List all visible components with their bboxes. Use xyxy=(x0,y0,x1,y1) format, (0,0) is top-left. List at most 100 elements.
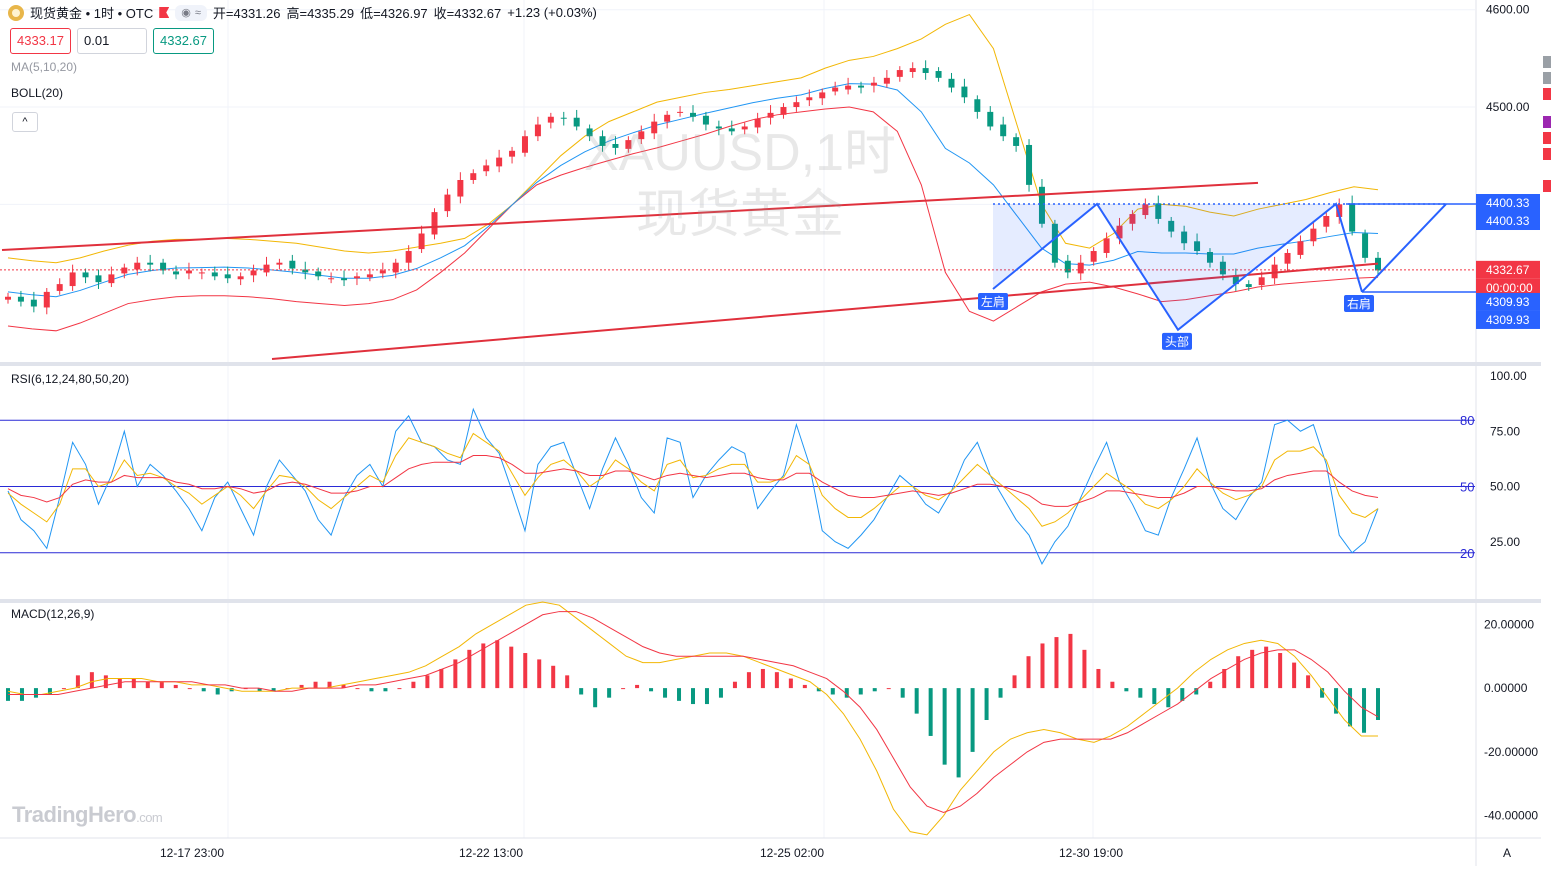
candle xyxy=(573,117,580,127)
macd-histogram-bar xyxy=(649,688,654,692)
sell-button[interactable]: 4333.17 xyxy=(10,28,71,54)
macd-histogram-bar xyxy=(1026,656,1031,689)
macd-histogram-bar xyxy=(439,668,444,689)
candle xyxy=(224,274,231,279)
trendline-upper xyxy=(1,181,1259,252)
macd-histogram-bar xyxy=(1208,681,1213,689)
price-tick-label: 4500.00 xyxy=(1486,100,1530,114)
ma-indicator-label[interactable]: MA(5,10,20) xyxy=(11,60,78,74)
candle xyxy=(1077,262,1084,274)
price-tag-neckline-b-bg xyxy=(1476,212,1540,231)
macd-histogram-bar xyxy=(453,659,458,689)
candle xyxy=(147,262,154,265)
ohlc-high: 高=4335.29 xyxy=(286,6,355,21)
toolbar-marker[interactable] xyxy=(1543,132,1551,144)
macd-histogram-bar xyxy=(327,681,332,689)
brand-logo: TradingHero.com xyxy=(12,802,163,828)
candle xyxy=(353,276,360,279)
macd-histogram-bar xyxy=(1180,688,1185,701)
macd-histogram-bar xyxy=(858,688,863,695)
gold-coin-icon xyxy=(8,4,24,21)
candle xyxy=(793,102,800,108)
candle xyxy=(1142,204,1149,216)
candle xyxy=(69,272,76,287)
macd-histogram-bar xyxy=(579,688,584,695)
candle xyxy=(922,68,929,73)
candle xyxy=(328,278,335,280)
candle xyxy=(444,194,451,212)
macd-histogram-bar xyxy=(355,688,360,690)
candle xyxy=(263,264,270,273)
candle xyxy=(690,112,696,117)
label-left-shoulder-bg xyxy=(978,292,1008,310)
candle xyxy=(1219,261,1226,275)
time-tick-label: 12-17 23:00 xyxy=(160,846,224,860)
candle xyxy=(250,270,257,276)
target-leg xyxy=(1361,203,1447,293)
macd-indicator-label[interactable]: MACD(12,26,9) xyxy=(11,607,95,621)
macd-histogram-bar xyxy=(788,678,793,689)
axes: 4600.00 4500.00 4400.33 4400.33 4332.67 00:00… xyxy=(160,3,1540,860)
collapse-button[interactable]: ^ xyxy=(12,112,38,132)
macd-histogram-bar xyxy=(117,678,122,689)
head-shoulders-line xyxy=(992,202,1363,332)
macd-histogram-bar xyxy=(215,688,220,695)
macd-histogram-bar xyxy=(159,681,164,689)
candle xyxy=(1000,124,1007,137)
price-tag-target-b-bg xyxy=(1476,310,1540,329)
candle xyxy=(819,92,826,99)
boll-indicator-label[interactable]: BOLL(20) xyxy=(11,86,64,100)
candle xyxy=(496,157,503,167)
candle xyxy=(534,124,541,137)
toggle-pill[interactable]: ◉ ≈ xyxy=(175,4,207,21)
quantity-input[interactable]: 0.01 xyxy=(77,28,147,54)
macd-histogram-bar xyxy=(103,675,108,689)
candle xyxy=(276,262,283,265)
macd-histogram-bar xyxy=(271,688,276,692)
toolbar-marker[interactable] xyxy=(1543,180,1551,192)
rsi-indicator-label[interactable]: RSI(6,12,24,80,50,20) xyxy=(11,372,130,386)
macd-histogram-bar xyxy=(872,688,877,692)
macd-histogram-bar xyxy=(1166,688,1171,708)
toolbar-marker[interactable] xyxy=(1543,56,1551,68)
macd-tick-label: -40.00000 xyxy=(1484,809,1538,823)
macd-histogram-bar xyxy=(942,688,947,765)
rsi-pane: 80 50 20 xyxy=(0,407,1475,565)
auto-scale-button[interactable]: A xyxy=(1502,846,1511,860)
time-tick-label: 12-22 13:00 xyxy=(459,846,523,860)
candle xyxy=(780,107,787,115)
candle xyxy=(870,82,877,86)
candle xyxy=(1064,260,1071,273)
toolbar-marker[interactable] xyxy=(1543,72,1551,84)
macd-histogram-bar xyxy=(1320,688,1325,698)
macd-histogram-bar xyxy=(313,681,318,689)
macd-histogram-bar xyxy=(1138,688,1143,698)
candle xyxy=(366,274,373,278)
macd-tick-label: -20.00000 xyxy=(1484,745,1538,759)
buy-button[interactable]: 4332.67 xyxy=(153,28,214,54)
candle xyxy=(211,272,218,277)
macd-histogram-bar xyxy=(900,688,905,698)
candle xyxy=(521,136,528,153)
macd-histogram-bar xyxy=(1082,649,1087,689)
candle xyxy=(56,284,63,291)
toolbar-marker[interactable] xyxy=(1543,116,1551,128)
macd-histogram-bar xyxy=(47,688,52,695)
symbol-title[interactable]: 现货黄金 • 1时 • OTC xyxy=(30,6,154,21)
candle xyxy=(289,260,296,269)
wave-icon: ≈ xyxy=(194,6,201,19)
toolbar-marker[interactable] xyxy=(1543,88,1551,100)
macd-histogram-bar xyxy=(732,681,737,689)
macd-histogram-bar xyxy=(593,688,598,708)
macd-histogram-bar xyxy=(830,688,835,695)
candle xyxy=(1349,203,1356,232)
toolbar-marker[interactable] xyxy=(1543,148,1551,160)
pane-separator xyxy=(0,599,1541,603)
macd-histogram-bar xyxy=(1040,643,1045,689)
chevron-up-icon: ^ xyxy=(22,116,28,128)
candle xyxy=(17,296,24,302)
candle xyxy=(677,111,684,113)
macd-histogram-bar xyxy=(746,672,751,689)
macd-histogram-bar xyxy=(369,688,374,692)
